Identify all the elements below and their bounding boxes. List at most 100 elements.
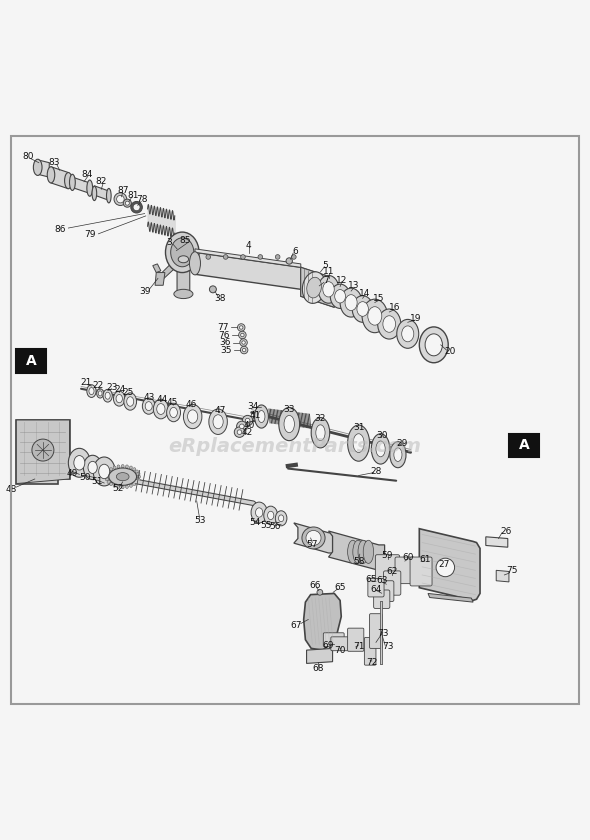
Polygon shape <box>419 528 480 601</box>
Text: 4: 4 <box>246 241 251 249</box>
Text: 65: 65 <box>335 583 346 591</box>
Ellipse shape <box>92 186 97 201</box>
Text: 19: 19 <box>409 313 421 323</box>
Ellipse shape <box>286 258 293 264</box>
Ellipse shape <box>240 424 244 428</box>
Ellipse shape <box>99 465 110 479</box>
Ellipse shape <box>238 331 246 339</box>
Text: 7: 7 <box>323 276 329 285</box>
Text: 24: 24 <box>114 385 126 394</box>
FancyBboxPatch shape <box>375 554 399 586</box>
Text: 11: 11 <box>323 267 335 276</box>
Ellipse shape <box>251 502 267 523</box>
FancyBboxPatch shape <box>369 614 382 648</box>
Ellipse shape <box>394 448 402 461</box>
Text: 48: 48 <box>6 485 17 494</box>
Text: 61: 61 <box>419 555 431 564</box>
Text: 29: 29 <box>396 438 408 448</box>
Ellipse shape <box>245 418 250 423</box>
Ellipse shape <box>323 281 335 297</box>
Ellipse shape <box>390 442 406 468</box>
Text: 41: 41 <box>250 412 261 421</box>
Ellipse shape <box>174 289 193 298</box>
Text: 25: 25 <box>123 388 134 396</box>
Text: 70: 70 <box>335 646 346 655</box>
Ellipse shape <box>348 425 369 461</box>
Polygon shape <box>17 420 70 484</box>
Ellipse shape <box>240 339 247 346</box>
Ellipse shape <box>70 174 76 191</box>
Text: 12: 12 <box>336 276 348 285</box>
Text: 44: 44 <box>156 395 168 404</box>
Ellipse shape <box>206 255 211 260</box>
FancyBboxPatch shape <box>373 590 390 608</box>
Text: 68: 68 <box>312 664 324 673</box>
Text: 58: 58 <box>353 557 365 566</box>
Text: 31: 31 <box>353 423 365 432</box>
Text: 51: 51 <box>91 477 103 486</box>
Polygon shape <box>153 264 161 272</box>
Ellipse shape <box>383 316 396 333</box>
Ellipse shape <box>107 480 110 483</box>
Text: 26: 26 <box>500 527 512 536</box>
Ellipse shape <box>116 473 129 480</box>
Ellipse shape <box>133 482 136 486</box>
Ellipse shape <box>362 299 388 333</box>
Polygon shape <box>195 249 301 267</box>
Ellipse shape <box>258 411 265 423</box>
Ellipse shape <box>255 508 263 517</box>
Text: 56: 56 <box>269 522 280 532</box>
Ellipse shape <box>240 346 248 354</box>
Text: 62: 62 <box>386 567 398 576</box>
FancyBboxPatch shape <box>384 571 401 596</box>
FancyBboxPatch shape <box>509 434 539 457</box>
Text: 71: 71 <box>353 642 365 651</box>
Ellipse shape <box>113 391 125 406</box>
Text: 13: 13 <box>348 281 360 291</box>
Text: 55: 55 <box>260 521 272 530</box>
Text: 3: 3 <box>166 238 172 247</box>
Text: 67: 67 <box>290 621 302 630</box>
Polygon shape <box>428 593 473 602</box>
Ellipse shape <box>368 307 382 325</box>
Text: 76: 76 <box>218 330 230 339</box>
Ellipse shape <box>68 449 90 477</box>
Ellipse shape <box>213 415 223 428</box>
Ellipse shape <box>106 473 109 475</box>
Ellipse shape <box>131 202 142 213</box>
Text: 73: 73 <box>377 629 389 638</box>
Text: A: A <box>519 438 529 453</box>
Ellipse shape <box>241 333 244 337</box>
Ellipse shape <box>242 341 245 344</box>
Ellipse shape <box>264 507 278 525</box>
Text: 27: 27 <box>438 560 449 569</box>
Ellipse shape <box>47 167 55 183</box>
Ellipse shape <box>105 392 110 399</box>
FancyBboxPatch shape <box>365 638 376 665</box>
Ellipse shape <box>109 468 136 486</box>
Text: 82: 82 <box>96 177 107 186</box>
Polygon shape <box>307 648 333 664</box>
Polygon shape <box>51 167 68 189</box>
Ellipse shape <box>117 465 120 469</box>
Ellipse shape <box>133 468 136 471</box>
Ellipse shape <box>188 410 198 423</box>
Ellipse shape <box>284 416 294 433</box>
Polygon shape <box>329 531 385 570</box>
Ellipse shape <box>307 277 322 298</box>
Ellipse shape <box>89 387 94 395</box>
Text: 16: 16 <box>389 303 400 312</box>
Text: 72: 72 <box>366 659 378 667</box>
Ellipse shape <box>376 441 385 457</box>
Ellipse shape <box>242 415 253 426</box>
Ellipse shape <box>106 478 109 480</box>
Text: 5: 5 <box>323 260 329 270</box>
Text: 42: 42 <box>241 428 253 438</box>
Polygon shape <box>17 420 70 484</box>
Ellipse shape <box>99 391 102 396</box>
Text: 33: 33 <box>283 405 295 413</box>
Text: 52: 52 <box>112 484 123 493</box>
Text: 6: 6 <box>292 247 298 255</box>
Ellipse shape <box>241 255 245 260</box>
Ellipse shape <box>237 430 242 434</box>
